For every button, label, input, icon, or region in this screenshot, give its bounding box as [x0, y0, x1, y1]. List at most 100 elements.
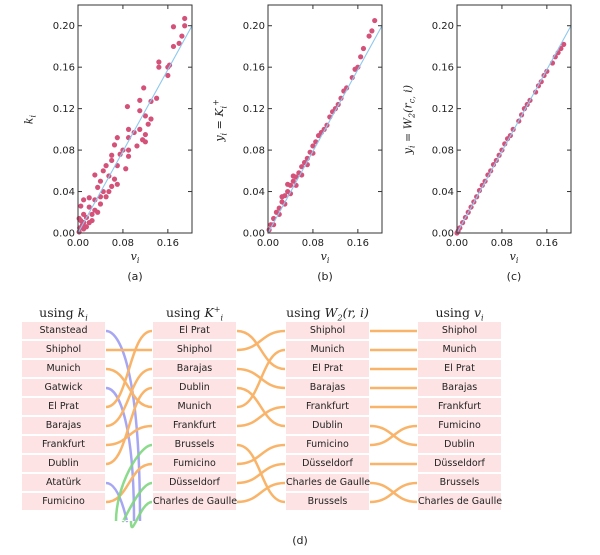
data-point — [83, 224, 90, 230]
data-point — [97, 178, 104, 184]
axes-frame — [456, 4, 572, 234]
data-point — [170, 43, 177, 50]
data-point — [142, 113, 148, 119]
data-point — [290, 173, 296, 179]
rank-item: Charles de Gaulle — [153, 493, 237, 510]
scatter-plot-a: 0.00 0.04 0.08 0.12 0.16 0.20 0.00 0.08 0.16 — [53, 4, 193, 249]
y-tick-label: 0.12 — [243, 104, 265, 115]
rank-link — [105, 329, 153, 409]
axes-frame — [77, 4, 193, 234]
rank-item: Munich — [22, 360, 105, 377]
column-title-3: using vi — [435, 305, 484, 323]
x-axis-label: vi — [130, 250, 140, 266]
rank-link — [236, 386, 286, 428]
rank-item: Gatwick — [22, 379, 105, 396]
caption-b: (b) — [317, 270, 333, 283]
rank-item: Frankfurt — [418, 398, 501, 415]
data-point — [103, 163, 109, 169]
axes-frame — [267, 4, 383, 234]
y-tick-label: 0.00 — [432, 229, 454, 240]
rank-item: Charles de Gaulle — [418, 493, 502, 510]
reference-line — [267, 25, 383, 234]
y-tick-label: 0.08 — [53, 146, 75, 157]
x-tick-label: 0.08 — [491, 238, 513, 249]
data-point — [156, 64, 162, 70]
data-point — [299, 164, 305, 170]
y-tick-label: 0.20 — [432, 21, 454, 32]
data-point — [86, 204, 92, 210]
data-point — [349, 74, 355, 81]
data-point — [182, 23, 188, 29]
rank-link — [236, 329, 286, 371]
data-point — [165, 64, 171, 70]
data-point — [103, 194, 109, 200]
x-axis-label: vi — [509, 250, 519, 266]
data-point — [97, 201, 104, 207]
rank-item: Dublin — [418, 436, 501, 453]
data-point — [125, 126, 132, 132]
data-point — [358, 54, 364, 60]
reference-line — [456, 25, 572, 234]
data-point — [95, 209, 101, 215]
data-point — [310, 143, 316, 149]
data-point — [285, 181, 291, 187]
y-tick-label: 0.04 — [53, 187, 75, 198]
data-point — [125, 147, 132, 153]
rank-item: Brussels — [286, 493, 369, 510]
data-point — [372, 17, 378, 24]
data-point — [145, 121, 151, 127]
data-point — [114, 181, 120, 187]
data-point — [92, 172, 98, 178]
data-point — [81, 197, 87, 203]
rank-link — [236, 481, 286, 504]
data-point — [502, 141, 508, 147]
rank-link — [236, 329, 286, 352]
x-tick-label: 0.00 — [446, 238, 468, 249]
data-point — [360, 45, 367, 52]
caption-d: (d) — [292, 534, 308, 547]
data-point — [78, 203, 84, 209]
rank-item: Fumicino — [286, 436, 369, 453]
x-tick-label: 0.08 — [302, 238, 324, 249]
rank-item: Atatürk — [22, 474, 105, 491]
data-point — [315, 132, 322, 139]
data-point — [100, 168, 106, 174]
column-title-0: using ki — [39, 305, 88, 323]
column-title-2: using W2(r, i) — [286, 305, 369, 323]
data-point — [141, 85, 147, 91]
data-point — [95, 184, 101, 190]
rank-item: Brussels — [418, 474, 501, 491]
data-point — [369, 28, 375, 34]
data-point — [106, 188, 112, 195]
rank-item: Frankfurt — [153, 417, 236, 434]
rank-link — [105, 462, 153, 504]
rank-item: Düsseldorf — [286, 455, 369, 472]
rank-link — [369, 424, 418, 447]
y-tick-label: 0.16 — [53, 63, 75, 74]
x-tick-label: 0.16 — [157, 238, 179, 249]
scatter-plot-b: 0.00 0.04 0.08 0.12 0.16 0.20 0.00 0.08 0.16 — [243, 4, 383, 249]
data-point — [165, 72, 171, 79]
rank-item: Frankfurt — [286, 398, 369, 415]
y-tick-label: 0.20 — [243, 21, 265, 32]
data-point — [134, 143, 140, 149]
column-title-1: using K+i — [165, 305, 224, 323]
y-tick-label: 0.12 — [432, 104, 454, 115]
new-link — [114, 443, 153, 522]
data-point — [148, 116, 154, 122]
caption-c: (c) — [506, 270, 522, 283]
data-point — [137, 97, 143, 103]
rank-item: Brussels — [153, 436, 236, 453]
data-point — [125, 153, 132, 159]
data-point — [137, 108, 143, 114]
rank-item: Barajas — [153, 360, 236, 377]
data-point — [89, 217, 95, 224]
data-point — [109, 152, 115, 158]
rank-item: Barajas — [418, 379, 501, 396]
data-point — [109, 157, 115, 164]
rank-item: Frankfurt — [22, 436, 105, 453]
rank-item: Shiphol — [286, 322, 369, 339]
x-tick-label: 0.08 — [112, 238, 134, 249]
x-tick-label: 0.16 — [347, 238, 369, 249]
